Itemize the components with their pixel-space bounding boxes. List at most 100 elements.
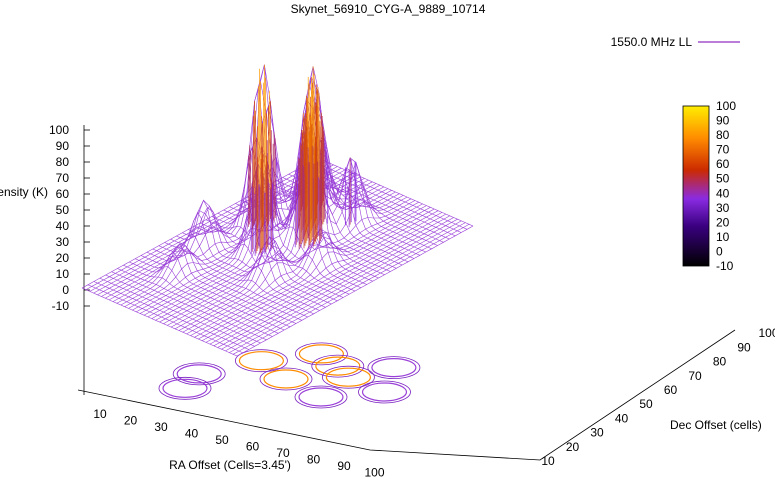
base-frame bbox=[77, 329, 736, 461]
contour-ring bbox=[311, 354, 365, 378]
mesh-column bbox=[174, 198, 412, 330]
mesh-column bbox=[155, 160, 392, 321]
z-tick-label: 90 bbox=[56, 139, 70, 153]
mesh-column bbox=[225, 220, 462, 352]
colorbar-tick-label: 30 bbox=[716, 201, 730, 215]
mesh-column bbox=[205, 212, 443, 343]
colorbar-tick-label: 60 bbox=[716, 157, 730, 171]
contour-ring bbox=[298, 344, 344, 364]
x-axis-label: RA Offset (Cells=3.45') bbox=[169, 458, 291, 472]
contour-ring bbox=[176, 364, 222, 384]
colorbar-gradient bbox=[682, 105, 710, 267]
z-tick-labels: -10 0 10 20 30 40 50 60 70 80 90 100 bbox=[49, 123, 90, 313]
x-tick-label: 10 bbox=[93, 407, 107, 421]
mesh-column bbox=[221, 218, 458, 350]
colorbar-tick-label: 40 bbox=[716, 186, 730, 200]
mesh-column bbox=[213, 215, 450, 347]
mesh-column bbox=[182, 201, 419, 333]
contour-ring bbox=[234, 349, 288, 373]
contour-ring bbox=[358, 380, 411, 404]
z-axis-label: Intensity (K) bbox=[0, 185, 48, 199]
contour-ring bbox=[238, 351, 284, 371]
colorbar-tick-label: 90 bbox=[716, 114, 730, 128]
mesh-row bbox=[270, 89, 426, 253]
contour-ring bbox=[294, 385, 348, 409]
mesh-column bbox=[167, 149, 404, 326]
y-tick-label: 30 bbox=[590, 426, 604, 440]
base-contours bbox=[158, 342, 421, 409]
contour-ring bbox=[315, 356, 361, 376]
chart-title: Skynet_56910_CYG-A_9889_10714 bbox=[291, 2, 486, 16]
z-tick-label: 60 bbox=[56, 187, 70, 201]
z-tick-label: -10 bbox=[52, 299, 70, 313]
mesh-column bbox=[194, 207, 431, 338]
mesh-column bbox=[190, 205, 427, 336]
contour-ring bbox=[294, 342, 348, 366]
y-tick-label: 60 bbox=[664, 383, 678, 397]
contour-ring bbox=[367, 356, 421, 380]
x-tick-label: 100 bbox=[364, 466, 384, 480]
contour-ring bbox=[158, 376, 212, 400]
y-tick-label: 80 bbox=[713, 355, 727, 369]
z-tick-label: 50 bbox=[56, 203, 70, 217]
mesh-column bbox=[97, 164, 334, 296]
y-tick-label: 100 bbox=[758, 326, 775, 340]
mesh-column bbox=[163, 114, 400, 324]
contour-ring bbox=[325, 367, 371, 387]
mesh-column bbox=[217, 217, 454, 348]
x-tick-label: 50 bbox=[215, 433, 229, 447]
x-tick-label: 90 bbox=[337, 459, 351, 473]
z-tick-label: 80 bbox=[56, 155, 70, 169]
mesh-column bbox=[132, 101, 369, 311]
plot-axes bbox=[77, 125, 736, 461]
colorbar-tick-label: 10 bbox=[716, 230, 730, 244]
surface-mesh bbox=[81, 64, 474, 357]
legend: 1550.0 MHz LL bbox=[611, 35, 740, 49]
x-tick-label: 20 bbox=[124, 414, 138, 428]
contour-ring bbox=[361, 382, 408, 402]
mesh-row bbox=[199, 146, 356, 292]
mesh-column bbox=[93, 162, 330, 294]
z-tick-label: 10 bbox=[56, 267, 70, 281]
mesh-column bbox=[229, 222, 466, 353]
legend-entry-label: 1550.0 MHz LL bbox=[611, 35, 693, 49]
z-tick-label: 40 bbox=[56, 219, 70, 233]
mesh-column bbox=[198, 208, 435, 340]
z-tick-label: 70 bbox=[56, 171, 70, 185]
mesh-column bbox=[170, 171, 408, 328]
colorbar-tick-label: 80 bbox=[716, 128, 730, 142]
mesh-column bbox=[232, 224, 470, 355]
mesh-column bbox=[201, 210, 439, 341]
contour-ring bbox=[162, 378, 208, 398]
x-tick-label: 30 bbox=[154, 420, 168, 434]
colorbar-tick-label: 100 bbox=[716, 99, 736, 113]
y-tick-label: 50 bbox=[639, 397, 653, 411]
y-tick-labels: 10 20 30 40 50 60 70 80 90 100 bbox=[541, 326, 775, 468]
y-tick-label: 20 bbox=[566, 440, 580, 454]
contour-ring bbox=[371, 358, 417, 378]
contour-ring bbox=[298, 387, 344, 407]
colorbar-tick-label: -10 bbox=[716, 259, 734, 273]
x-tick-label: 80 bbox=[307, 453, 321, 467]
colorbar-tick-label: 0 bbox=[716, 244, 723, 258]
z-tick-label: 100 bbox=[49, 123, 69, 137]
contour-ring bbox=[321, 365, 375, 389]
contour-ring bbox=[263, 369, 309, 389]
y-tick-label: 40 bbox=[615, 411, 629, 425]
mesh-column bbox=[236, 225, 474, 357]
x-tick-label: 60 bbox=[246, 440, 260, 454]
mesh-column bbox=[209, 213, 447, 345]
y-tick-label: 90 bbox=[737, 340, 751, 354]
contour-ring bbox=[172, 362, 226, 386]
colorbar-tick-label: 70 bbox=[716, 143, 730, 157]
mesh-column bbox=[128, 76, 365, 309]
mesh-column bbox=[89, 161, 326, 292]
z-tick-label: 30 bbox=[56, 235, 70, 249]
mesh-column bbox=[151, 104, 388, 319]
colorbar-tick-label: 20 bbox=[716, 215, 730, 229]
y-tick-label: 10 bbox=[541, 454, 555, 468]
x-tick-label: 70 bbox=[276, 446, 290, 460]
